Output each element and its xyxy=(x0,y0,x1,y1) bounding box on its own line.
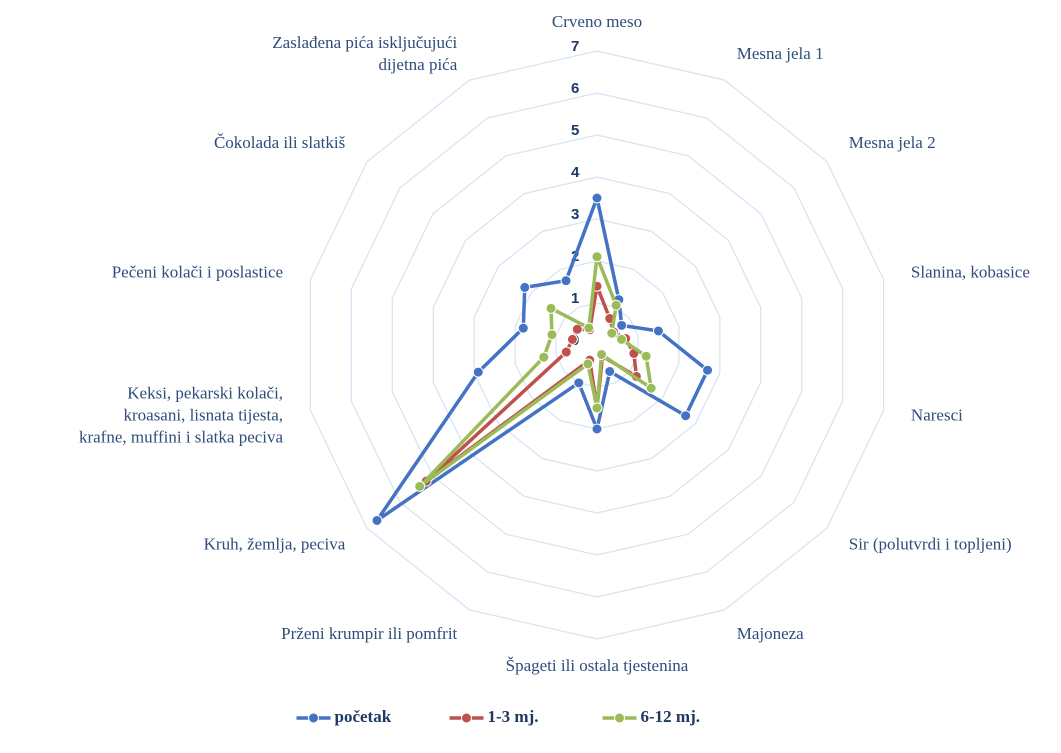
category-label: Prženi krumpir ili pomfrit xyxy=(281,624,457,643)
data-point xyxy=(546,329,558,341)
category-label: Mesna jela 2 xyxy=(849,133,936,152)
data-point xyxy=(640,350,652,362)
legend-label: početak xyxy=(335,707,392,726)
category-label: Sir (polutvrdi i topljeni) xyxy=(849,535,1012,554)
category-label: Pečeni kolači i poslastice xyxy=(112,262,283,281)
category-label: Crveno meso xyxy=(552,12,642,31)
data-point xyxy=(616,319,628,331)
category-label: Keksi, pekarski kolači, kroasani, lisnata… xyxy=(79,384,284,447)
category-label: Naresci xyxy=(911,406,963,425)
data-point xyxy=(596,348,608,360)
category-label: Špageti ili ostala tjestenina xyxy=(506,656,689,675)
data-point xyxy=(560,275,572,287)
data-point xyxy=(538,351,550,363)
legend-label: 6-12 mj. xyxy=(641,707,700,726)
data-point xyxy=(583,322,595,334)
category-label: Kruh, žemlja, peciva xyxy=(204,535,346,554)
data-point xyxy=(573,377,585,389)
legend-marker xyxy=(614,712,625,724)
r-tick-label: 1 xyxy=(571,290,579,307)
legend-label: 1-3 mj. xyxy=(488,707,539,726)
grid-ring xyxy=(473,218,721,472)
data-point xyxy=(702,364,714,376)
category-label: Slanina, kobasice xyxy=(911,262,1030,281)
grid-ring xyxy=(391,134,803,556)
r-tick-label: 7 xyxy=(571,38,579,55)
data-point xyxy=(371,514,383,526)
data-point xyxy=(606,327,618,339)
grid-ring xyxy=(432,176,762,514)
data-point xyxy=(566,333,578,345)
data-point xyxy=(582,358,594,370)
data-point xyxy=(414,480,426,492)
category-label: Majoneza xyxy=(737,624,804,643)
category-label: Zaslađena pića isključujući dijetna pića xyxy=(272,33,457,74)
data-point xyxy=(591,192,603,204)
r-tick-label: 5 xyxy=(571,122,579,139)
category-label: Čokolada ili slatkiš xyxy=(214,133,346,152)
grid-ring xyxy=(350,92,844,598)
data-point xyxy=(517,322,529,334)
r-tick-label: 6 xyxy=(571,80,579,97)
data-point xyxy=(652,325,664,337)
data-point xyxy=(571,323,583,335)
data-point xyxy=(645,382,657,394)
data-point xyxy=(604,365,616,377)
data-point xyxy=(560,346,572,358)
data-point xyxy=(591,251,603,263)
data-point xyxy=(519,281,531,293)
data-point xyxy=(610,299,622,311)
data-point xyxy=(616,333,628,345)
r-tick-label: 4 xyxy=(571,164,580,181)
data-point xyxy=(472,366,484,378)
legend-marker xyxy=(308,712,319,724)
grid-ring xyxy=(309,50,885,640)
r-tick-label: 3 xyxy=(571,206,579,223)
data-point xyxy=(591,423,603,435)
grid-ring xyxy=(555,302,639,388)
legend-marker xyxy=(461,712,472,724)
data-point xyxy=(545,302,557,314)
series-line xyxy=(424,284,639,483)
data-point xyxy=(591,402,603,414)
category-label: Mesna jela 1 xyxy=(737,44,824,63)
data-point xyxy=(680,410,692,422)
